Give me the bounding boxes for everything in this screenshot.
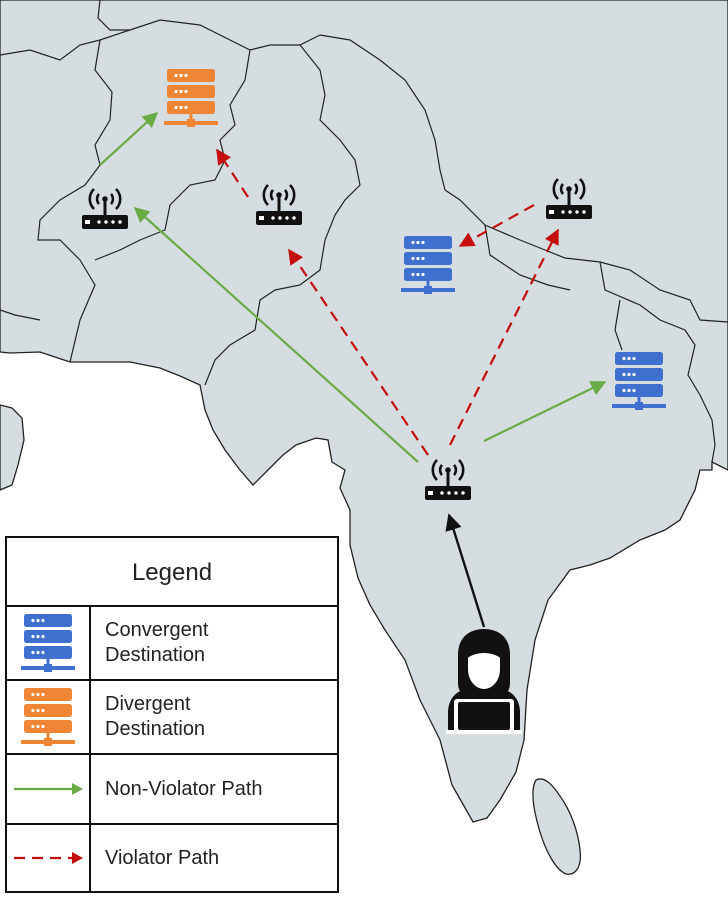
legend-label: Violator Path <box>105 846 220 869</box>
legend-swatch <box>7 825 91 891</box>
solid-arrow-icon <box>14 783 83 795</box>
sri-lanka-island <box>532 778 582 875</box>
legend-label: Non-Violator Path <box>105 777 263 800</box>
legend-swatch <box>7 607 91 679</box>
land-map <box>0 0 728 875</box>
non-violator-path-2 <box>133 206 419 463</box>
western-landmass <box>0 404 25 491</box>
legend-item-convergent: Convergent Destination <box>7 607 337 681</box>
violator-path-1 <box>216 148 249 198</box>
user-at-laptop-icon <box>446 629 522 734</box>
legend-item-violator: Violator Path <box>7 825 337 891</box>
violator-path-3 <box>449 228 559 446</box>
legend-label: Convergent Destination <box>105 619 209 666</box>
violator-path-2 <box>288 248 429 456</box>
dashed-arrow-icon <box>14 852 83 864</box>
legend-item-non-violator: Non-Violator Path <box>7 755 337 825</box>
user-connection-path <box>445 513 486 628</box>
server-icon <box>21 614 75 672</box>
mainland-region <box>0 0 728 823</box>
legend-swatch <box>7 681 91 753</box>
legend-label: Divergent Destination <box>105 693 206 740</box>
region-borders <box>0 0 728 463</box>
non-violator-path-3 <box>483 381 607 442</box>
legend: Legend Convergent Destination Divergent … <box>5 536 339 893</box>
network-paths <box>99 111 607 628</box>
violator-path-4 <box>458 204 535 247</box>
legend-item-divergent: Divergent Destination <box>7 681 337 755</box>
non-violator-path-1 <box>99 111 159 166</box>
legend-title: Legend <box>7 538 337 607</box>
server-icon <box>21 688 75 746</box>
legend-swatch <box>7 755 91 823</box>
